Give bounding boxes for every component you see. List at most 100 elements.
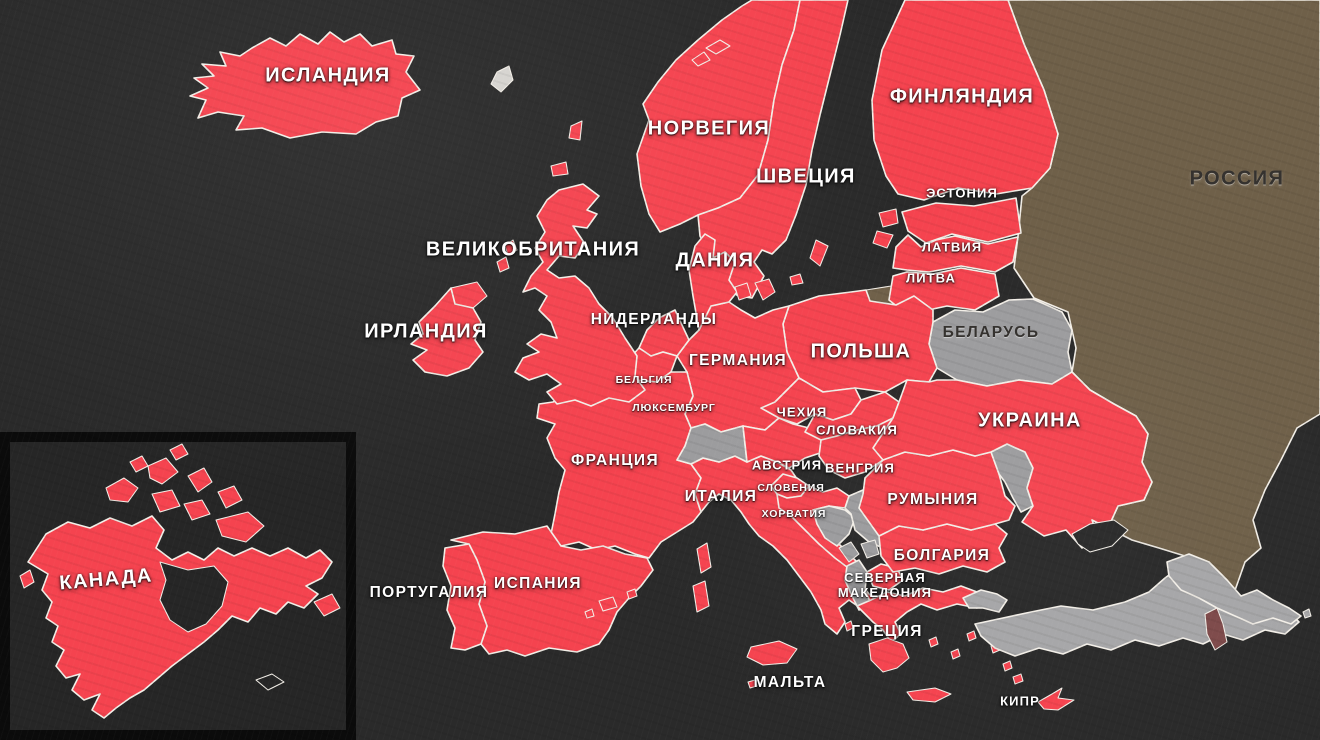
canada-map — [19, 443, 341, 719]
label-cyprus: КИПР — [1000, 693, 1040, 709]
country-cyprus — [1037, 687, 1075, 711]
spain-ibiza-island — [584, 608, 595, 619]
label-italy: ИТАЛИЯ — [684, 488, 758, 505]
country-belarus — [928, 298, 1073, 387]
canada-arctic-island-5 — [183, 499, 211, 521]
label-malta: МАЛЬТА — [753, 674, 827, 691]
label-ireland: ИРЛАНДИЯ — [364, 320, 488, 343]
canada-arctic-islet-1 — [129, 455, 149, 473]
label-belgium: БЕЛЬГИЯ — [615, 374, 673, 386]
greece-ionian-island — [844, 620, 854, 632]
canada-arctic-island-2 — [147, 457, 179, 485]
label-greece: ГРЕЦИЯ — [851, 623, 923, 640]
spain-mallorca-island — [598, 596, 618, 612]
label-portugal: ПОРТУГАЛИЯ — [369, 584, 489, 601]
country-denmark — [688, 233, 738, 331]
country-france — [536, 371, 702, 559]
label-north-macedonia-line2: МАКЕДОНИЯ — [837, 585, 933, 600]
norway-coastal-island — [691, 51, 711, 67]
label-estonia: ЭСТОНИЯ — [926, 185, 998, 201]
greece-aegean-island-1 — [928, 636, 939, 648]
france-corsica-island — [696, 542, 712, 574]
country-bosnia — [812, 505, 856, 547]
label-latvia: ЛАТВИЯ — [921, 239, 983, 255]
label-croatia: ХОРВАТИЯ — [761, 508, 827, 520]
faroe-islands — [490, 65, 514, 93]
crimea-peninsula — [1071, 519, 1129, 553]
label-czechia: ЧЕХИЯ — [776, 404, 828, 420]
canada-arctic-island-4 — [187, 467, 213, 493]
country-portugal — [442, 543, 488, 651]
uk-orkney-islands — [550, 161, 569, 177]
canada-arctic-island-6 — [217, 485, 243, 509]
country-ireland — [410, 287, 484, 377]
label-poland: ПОЛЬША — [810, 340, 912, 363]
estonia-saaremaa-island — [878, 208, 899, 228]
italy-sicily-island — [746, 640, 798, 666]
label-ukraine: УКРАИНА — [978, 409, 1082, 432]
caucasus-region — [1166, 553, 1302, 625]
country-montenegro — [838, 541, 860, 563]
label-spain: ИСПАНИЯ — [494, 575, 582, 592]
country-switzerland — [676, 423, 748, 465]
label-hungary: ВЕНГРИЯ — [825, 460, 895, 476]
canada-baffin-island — [215, 511, 265, 543]
label-belarus: БЕЛАРУСЬ — [942, 324, 1040, 341]
greece-aegean-island-5 — [1002, 660, 1013, 672]
country-united-kingdom — [514, 183, 646, 407]
greece-aegean-island-3 — [966, 630, 977, 642]
label-luxembourg: ЛЮКСЕМБУРГ — [632, 402, 716, 414]
label-north-macedonia: СЕВЕРНАЯ МАКЕДОНИЯ — [838, 570, 932, 600]
country-kosovo — [860, 539, 880, 559]
label-slovenia: СЛОВЕНИЯ — [757, 482, 825, 494]
label-slovakia: СЛОВАКИЯ — [816, 422, 898, 438]
denmark-funen-island — [734, 282, 752, 301]
uk-hebrides-island-1 — [504, 239, 518, 256]
label-bulgaria: БОЛГАРИЯ — [893, 547, 991, 564]
label-denmark: ДАНИЯ — [675, 249, 755, 272]
label-lithuania: ЛИТВА — [905, 270, 957, 286]
label-russia: РОССИЯ — [1189, 167, 1285, 190]
label-france: ФРАНЦИЯ — [571, 452, 659, 469]
canada-vancouver-island — [19, 569, 35, 589]
denmark-zealand-island — [754, 278, 776, 301]
estonia-hiiumaa-island — [872, 230, 894, 249]
greece-crete-island — [906, 687, 952, 703]
spain-menorca-island — [626, 588, 638, 600]
italy-sardinia-island — [692, 580, 710, 613]
greece-peloponnese — [868, 637, 910, 673]
sweden-gotland-island — [809, 239, 829, 267]
label-finland: ФИНЛЯНДИЯ — [889, 85, 1035, 108]
uk-hebrides-island-2 — [496, 256, 510, 273]
country-iceland — [189, 31, 421, 139]
canada-arctic-island-3 — [151, 489, 181, 513]
armenia-region — [1204, 607, 1228, 651]
country-latvia — [892, 234, 1019, 273]
label-iceland: ИСЛАНДИЯ — [265, 64, 391, 87]
canada-arctic-island-1 — [105, 477, 139, 503]
label-netherlands: НИДЕРЛАНДЫ — [590, 311, 718, 328]
hudson-bay — [159, 561, 229, 633]
azerbaijan-tip-island — [1302, 608, 1312, 619]
norway-lofoten-islands — [705, 39, 731, 55]
label-austria: АВСТРИЯ — [751, 457, 823, 473]
country-estonia — [901, 197, 1022, 244]
label-sweden: ШВЕЦИЯ — [756, 165, 856, 188]
great-lakes — [255, 673, 285, 691]
greece-rhodes-island — [1012, 673, 1024, 685]
malta-island — [747, 679, 758, 689]
canada-newfoundland-island — [313, 593, 341, 617]
uk-shetland-islands — [568, 120, 583, 141]
canada-arctic-islet-2 — [169, 443, 189, 461]
country-finland — [871, 0, 1059, 201]
turkey-european-part — [962, 589, 1008, 613]
country-sweden — [697, 0, 849, 299]
country-ukraine — [872, 371, 1153, 549]
label-norway: НОРВЕГИЯ — [647, 117, 771, 140]
label-germany: ГЕРМАНИЯ — [688, 352, 788, 369]
greece-aegean-island-2 — [950, 648, 961, 660]
canada-inset — [0, 432, 356, 740]
denmark-bornholm-island — [789, 273, 804, 286]
